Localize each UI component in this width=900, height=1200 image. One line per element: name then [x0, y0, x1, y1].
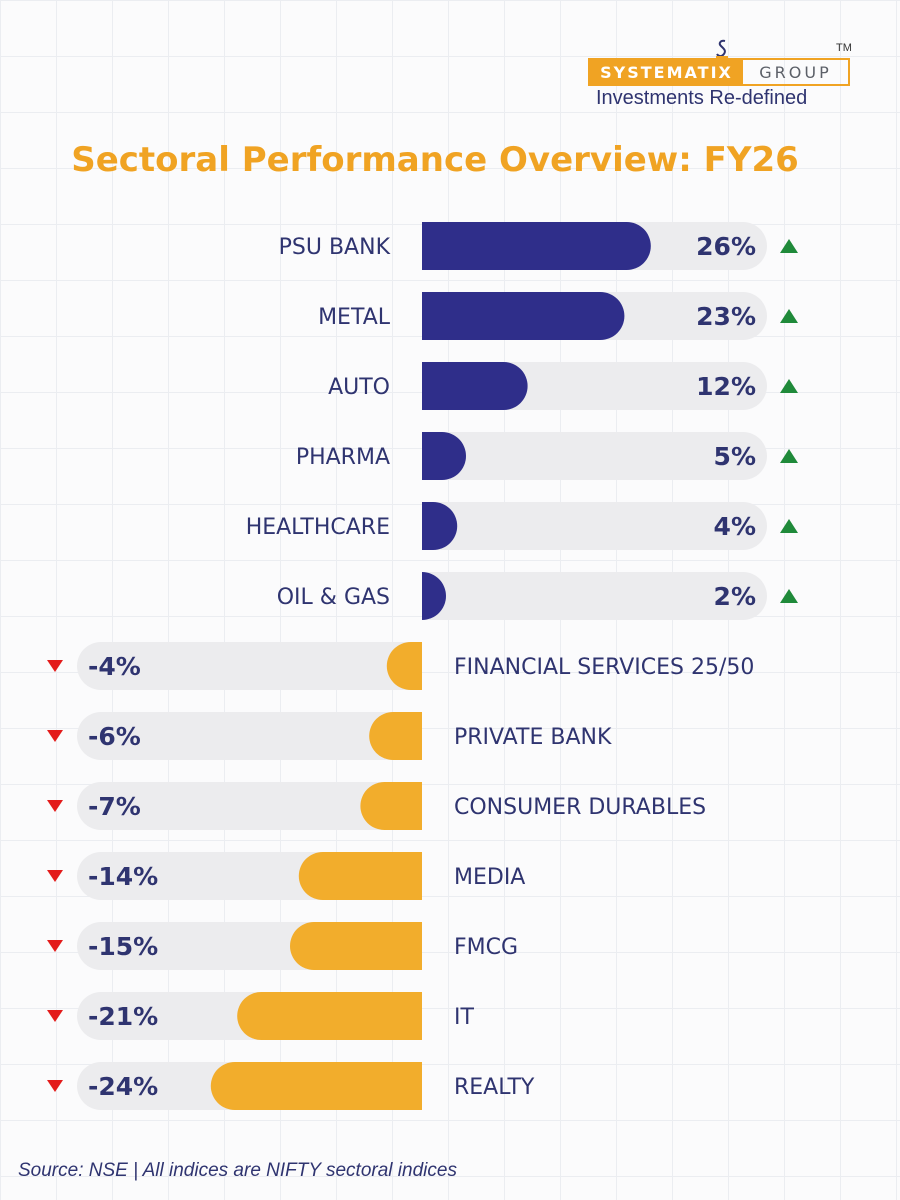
- category-label: MEDIA: [454, 865, 525, 890]
- logo-name-left: SYSTEMATIX: [590, 60, 743, 84]
- down-arrow-icon: [47, 660, 63, 672]
- bar-positive: [422, 222, 651, 270]
- value-label: 23%: [696, 302, 756, 331]
- trademark-mark: TM: [836, 42, 852, 54]
- value-label: 26%: [696, 232, 756, 261]
- bar-positive: [422, 432, 466, 480]
- bar-positive: [422, 502, 458, 550]
- category-label: FMCG: [454, 935, 518, 960]
- bar-positive: [422, 292, 625, 340]
- value-label: -15%: [88, 932, 158, 961]
- logo-name-right: GROUP: [759, 62, 832, 82]
- bar-track: [77, 712, 422, 760]
- value-label: -6%: [88, 722, 141, 751]
- value-label: 5%: [714, 442, 756, 471]
- bar-track: [77, 782, 422, 830]
- value-label: -21%: [88, 1002, 158, 1031]
- bar-track: [422, 572, 767, 620]
- down-arrow-icon: [47, 800, 63, 812]
- up-arrow-icon: [780, 309, 798, 323]
- bar-negative: [290, 922, 422, 970]
- up-arrow-icon: [780, 379, 798, 393]
- value-label: -24%: [88, 1072, 158, 1101]
- category-label: IT: [454, 1005, 474, 1030]
- bar-negative: [298, 852, 422, 900]
- source-note: Source: NSE | All indices are NIFTY sect…: [18, 1160, 457, 1181]
- value-label: -14%: [88, 862, 158, 891]
- bar-track: [77, 642, 422, 690]
- value-label: 4%: [714, 512, 756, 541]
- down-arrow-icon: [47, 1080, 63, 1092]
- category-label: OIL & GAS: [277, 585, 390, 610]
- down-arrow-icon: [47, 1010, 63, 1022]
- chart-title: Sectoral Performance Overview: FY26: [71, 140, 799, 180]
- logo-tagline: Investments Re-defined: [596, 87, 808, 109]
- category-label: CONSUMER DURABLES: [454, 795, 706, 820]
- category-label: REALTY: [454, 1075, 535, 1100]
- bar-positive: [422, 362, 528, 410]
- value-label: -4%: [88, 652, 141, 681]
- category-label: AUTO: [328, 375, 390, 400]
- up-arrow-icon: [780, 239, 798, 253]
- bar-negative: [386, 642, 422, 690]
- category-label: HEALTHCARE: [246, 515, 390, 540]
- logo-wordmark: SYSTEMATIX GROUP: [588, 58, 850, 86]
- bar-positive: [422, 572, 446, 620]
- category-label: PRIVATE BANK: [454, 725, 612, 750]
- value-label: 12%: [696, 372, 756, 401]
- category-label: PHARMA: [296, 445, 390, 470]
- logo-mark-icon: [716, 39, 728, 58]
- bar-track: [422, 502, 767, 550]
- up-arrow-icon: [780, 589, 798, 603]
- category-label: FINANCIAL SERVICES 25/50: [454, 655, 754, 680]
- bar-negative: [210, 1062, 422, 1110]
- category-label: PSU BANK: [279, 235, 391, 260]
- bar-negative: [237, 992, 422, 1040]
- category-label: METAL: [318, 305, 391, 330]
- down-arrow-icon: [47, 870, 63, 882]
- up-arrow-icon: [780, 519, 798, 533]
- brand-logo: TM SYSTEMATIX GROUP Investments Re-defin…: [588, 38, 858, 118]
- value-label: -7%: [88, 792, 141, 821]
- bar-track: [422, 432, 767, 480]
- up-arrow-icon: [780, 449, 798, 463]
- value-label: 2%: [714, 582, 756, 611]
- bar-negative: [360, 782, 422, 831]
- down-arrow-icon: [47, 730, 63, 742]
- down-arrow-icon: [47, 940, 63, 952]
- bar-negative: [369, 712, 422, 760]
